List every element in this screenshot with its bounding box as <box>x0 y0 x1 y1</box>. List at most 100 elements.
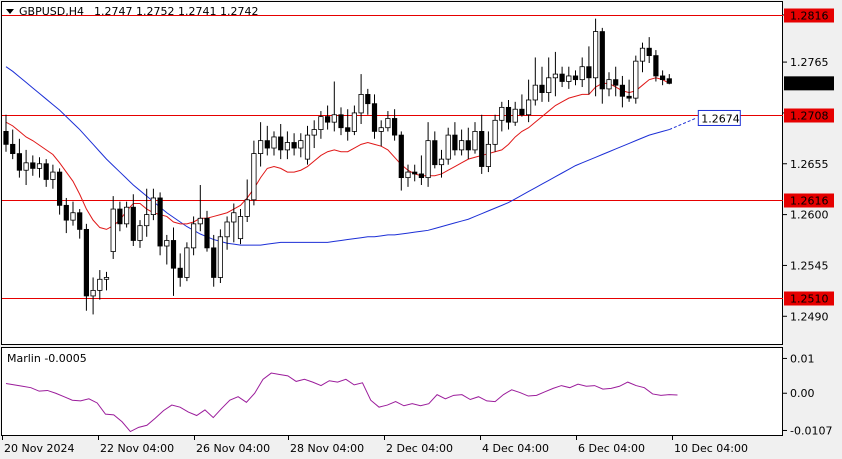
candle-body <box>633 60 639 99</box>
candle-body <box>311 129 317 136</box>
candle-body <box>505 106 512 123</box>
candle-body <box>499 106 505 121</box>
candle-body <box>660 75 666 81</box>
candle <box>50 164 56 189</box>
candle <box>3 114 9 152</box>
candle <box>23 149 29 186</box>
candle-body <box>150 197 156 215</box>
candle-body <box>298 140 304 149</box>
candle-body <box>666 78 672 84</box>
level-label: 1.2816 <box>790 10 829 23</box>
candle <box>338 107 344 136</box>
price-tick-label: 1.2490 <box>790 310 829 323</box>
candle <box>586 46 592 95</box>
candle <box>666 74 672 85</box>
candle-body <box>479 131 485 167</box>
candle <box>371 94 378 139</box>
time-tick-label: 6 Dec 04:00 <box>578 442 645 455</box>
candle-body <box>43 163 49 180</box>
candle-body <box>358 94 364 114</box>
candle <box>599 27 605 104</box>
candle <box>77 209 83 239</box>
candle <box>16 138 23 178</box>
candle <box>144 188 150 237</box>
candle <box>150 188 156 221</box>
candle <box>117 201 123 232</box>
candle-body <box>546 77 552 93</box>
candle-body <box>36 163 43 169</box>
candle <box>264 125 270 156</box>
candle <box>405 164 411 187</box>
collapse-arrow-icon[interactable] <box>6 9 14 14</box>
candle <box>331 81 337 132</box>
candle <box>36 157 43 178</box>
candle-body <box>619 84 626 97</box>
candle-body <box>63 204 69 221</box>
candle <box>57 168 63 215</box>
candle-body <box>10 143 16 154</box>
time-tick-label: 22 Nov 04:00 <box>100 442 174 455</box>
candle-body <box>405 171 411 179</box>
candle <box>485 131 492 173</box>
candle-body <box>271 136 277 149</box>
current-price-label: 1.2742 <box>790 77 829 90</box>
candle-body <box>519 108 525 116</box>
candle-body <box>365 94 371 105</box>
candle-body <box>30 162 36 169</box>
candle-body <box>639 47 646 62</box>
price-tick-label: 1.2600 <box>790 209 829 222</box>
candle <box>472 122 478 154</box>
candle <box>358 74 364 125</box>
candle-body <box>532 84 538 101</box>
indicator-pane-content <box>5 372 678 433</box>
candle-body <box>398 134 404 179</box>
candle <box>291 133 297 156</box>
candle <box>311 120 317 149</box>
candle-body <box>103 277 110 280</box>
price-axis: 1.28161.27651.27101.26551.26001.25451.24… <box>783 8 834 323</box>
candle <box>606 72 612 97</box>
candle <box>532 57 538 106</box>
price-tick-label: 1.2545 <box>790 259 829 272</box>
candle-body <box>331 114 337 123</box>
time-tick-label: 4 Dec 04:00 <box>482 442 549 455</box>
candle <box>251 140 257 206</box>
candle-body <box>177 267 183 278</box>
ohlc-label: 1.2747 1.2752 1.2741 1.2742 <box>94 5 258 18</box>
candle <box>646 37 652 64</box>
candle <box>432 131 438 169</box>
candle <box>425 122 431 187</box>
candle-body <box>452 134 458 151</box>
candle <box>572 70 579 86</box>
candle-body <box>117 208 123 225</box>
candle-body <box>599 31 605 90</box>
candle-body <box>646 47 652 57</box>
candle-body <box>190 223 197 249</box>
candle <box>539 66 545 102</box>
candle <box>110 196 116 259</box>
candle <box>499 101 505 132</box>
candle-body <box>458 140 465 151</box>
candle <box>244 179 250 222</box>
candle <box>257 122 264 167</box>
level-label-bg <box>784 108 834 123</box>
candle <box>559 66 565 88</box>
candle-body <box>425 140 431 179</box>
level-label: 1.2708 <box>790 110 829 123</box>
candle-body <box>251 153 257 201</box>
level-label-bg <box>784 291 834 306</box>
candle-body <box>539 84 545 93</box>
candle <box>526 79 532 123</box>
candle-body <box>492 119 498 145</box>
candle-body <box>264 140 270 149</box>
candle-body <box>70 212 76 221</box>
level-label-bg <box>784 193 834 208</box>
candle <box>284 131 291 160</box>
indicator-label: Marlin -0.0005 <box>7 352 87 365</box>
candle-body <box>211 247 217 278</box>
candle <box>418 155 425 186</box>
candle <box>660 70 666 86</box>
candle-body <box>418 173 425 179</box>
indicator-tick-label: -0.0107 <box>790 424 832 437</box>
